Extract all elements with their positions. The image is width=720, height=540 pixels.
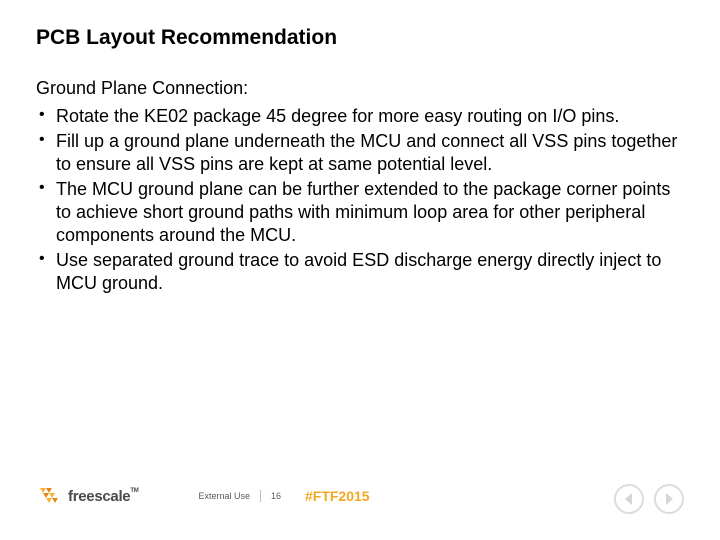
bullet-item: Rotate the KE02 package 45 degree for mo…	[36, 105, 684, 128]
logo-text: freescaleTM	[68, 488, 138, 505]
bullet-item: The MCU ground plane can be further exte…	[36, 178, 684, 247]
hashtag: #FTF2015	[305, 488, 370, 504]
subheading: Ground Plane Connection:	[36, 78, 684, 99]
slide-title: PCB Layout Recommendation	[36, 26, 684, 50]
slide-footer: freescaleTM External Use 16 #FTF2015	[0, 476, 720, 516]
chevron-left-icon	[624, 493, 634, 505]
nav-arrows	[614, 484, 684, 514]
bullet-list: Rotate the KE02 package 45 degree for mo…	[36, 105, 684, 295]
chevron-right-icon	[664, 493, 674, 505]
next-slide-button[interactable]	[654, 484, 684, 514]
bullet-item: Use separated ground trace to avoid ESD …	[36, 249, 684, 295]
tm-mark: TM	[130, 488, 138, 494]
freescale-logo-icon	[36, 484, 62, 508]
prev-slide-button[interactable]	[614, 484, 644, 514]
footer-divider	[260, 490, 261, 502]
bullet-item: Fill up a ground plane underneath the MC…	[36, 130, 684, 176]
slide-content: PCB Layout Recommendation Ground Plane C…	[0, 0, 720, 295]
page-number: 16	[271, 491, 281, 501]
freescale-logo: freescaleTM	[36, 484, 138, 508]
external-use-label: External Use	[198, 491, 250, 501]
